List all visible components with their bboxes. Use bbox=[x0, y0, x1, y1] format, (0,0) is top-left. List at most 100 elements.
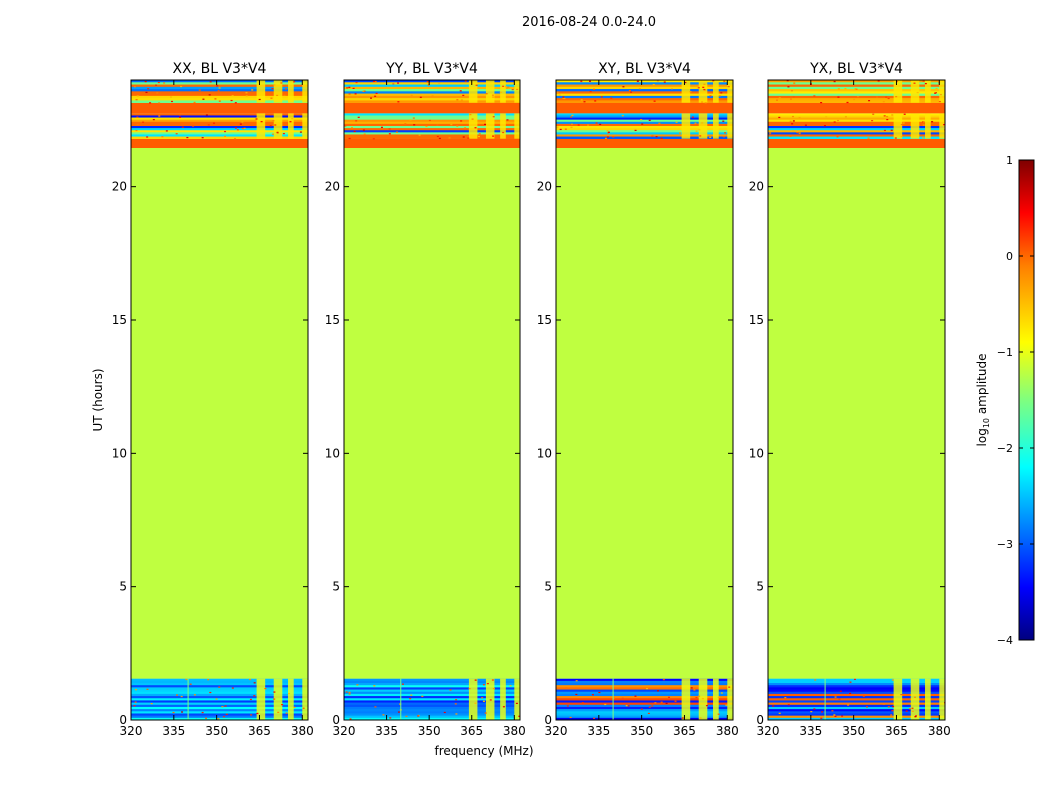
noise-dot bbox=[895, 96, 898, 98]
noise-dot bbox=[792, 120, 795, 122]
noise-streak bbox=[344, 82, 520, 85]
noise-dot bbox=[885, 96, 888, 98]
noise-dot bbox=[583, 101, 586, 103]
noise-dot bbox=[652, 135, 655, 137]
noise-dot bbox=[180, 695, 183, 698]
noise-streak bbox=[768, 709, 945, 712]
noise-dot bbox=[823, 125, 826, 127]
noise-dot bbox=[224, 705, 227, 707]
y-tick-label: 0 bbox=[332, 713, 340, 727]
band-orange-band bbox=[344, 102, 520, 114]
noise-streak bbox=[344, 680, 520, 684]
noise-streak bbox=[768, 132, 945, 135]
noise-dot bbox=[456, 125, 459, 127]
noise-dot bbox=[681, 717, 684, 719]
noise-dot bbox=[410, 94, 413, 97]
panel-image bbox=[768, 80, 945, 720]
noise-streak bbox=[556, 696, 733, 699]
noise-dot bbox=[186, 136, 189, 139]
noise-dot bbox=[836, 136, 839, 138]
noise-dot bbox=[697, 87, 700, 89]
rfi-channel bbox=[727, 113, 733, 139]
noise-dot bbox=[270, 97, 273, 99]
noise-dot bbox=[695, 696, 698, 699]
noise-dot bbox=[231, 94, 234, 97]
x-tick-label: 335 bbox=[375, 724, 398, 738]
noise-dot bbox=[651, 135, 654, 137]
y-tick-label: 5 bbox=[756, 580, 764, 594]
noise-streak bbox=[131, 95, 308, 99]
rfi-channel bbox=[713, 113, 719, 139]
noise-streak bbox=[768, 715, 945, 719]
noise-streak bbox=[556, 100, 733, 103]
noise-dot bbox=[485, 93, 488, 95]
noise-dot bbox=[410, 694, 413, 696]
noise-dot bbox=[833, 121, 836, 123]
noise-streak bbox=[768, 678, 945, 682]
noise-dot bbox=[703, 88, 706, 91]
rfi-channel bbox=[485, 113, 495, 139]
noise-dot bbox=[675, 121, 678, 123]
noise-dot bbox=[562, 97, 565, 99]
noise-dot bbox=[902, 122, 905, 124]
noise-streak bbox=[131, 696, 308, 699]
y-tick-label: 5 bbox=[544, 580, 552, 594]
noise-dot bbox=[438, 82, 441, 84]
noise-dot bbox=[905, 710, 908, 712]
noise-dot bbox=[854, 88, 857, 90]
noise-dot bbox=[175, 694, 178, 696]
y-tick-label: 0 bbox=[119, 713, 127, 727]
noise-streak bbox=[768, 128, 945, 131]
rfi-channel bbox=[256, 678, 266, 720]
noise-streak bbox=[344, 119, 520, 123]
noise-dot bbox=[575, 680, 578, 682]
noise-dot bbox=[225, 713, 228, 715]
y-tick-label: 15 bbox=[749, 313, 764, 327]
noise-streak bbox=[768, 119, 945, 123]
band-flat-fill bbox=[131, 148, 308, 679]
noise-streak bbox=[344, 706, 520, 710]
noise-dot bbox=[212, 122, 215, 124]
noise-dot bbox=[515, 702, 518, 705]
noise-dot bbox=[887, 706, 890, 708]
noise-streak bbox=[344, 93, 520, 97]
noise-dot bbox=[392, 83, 395, 85]
noise-dot bbox=[656, 80, 659, 82]
noise-dot bbox=[580, 80, 583, 82]
noise-dot bbox=[233, 138, 236, 140]
noise-dot bbox=[844, 87, 847, 90]
noise-dot bbox=[209, 691, 212, 694]
noise-dot bbox=[507, 86, 510, 88]
noise-dot bbox=[849, 681, 852, 683]
y-tick-label: 20 bbox=[749, 180, 764, 194]
noise-streak bbox=[344, 700, 520, 703]
noise-dot bbox=[778, 97, 781, 99]
rfi-channel bbox=[925, 678, 931, 720]
noise-dot bbox=[201, 137, 204, 139]
colorbar-label: log10 amplitude bbox=[975, 354, 991, 447]
noise-dot bbox=[698, 129, 701, 131]
noise-dot bbox=[570, 126, 573, 128]
noise-streak bbox=[344, 678, 520, 682]
noise-dot bbox=[718, 95, 721, 97]
noise-dot bbox=[274, 124, 277, 126]
rfi-channel bbox=[514, 80, 520, 103]
noise-dot bbox=[792, 130, 795, 132]
noise-dot bbox=[580, 99, 583, 101]
noise-streak bbox=[344, 685, 520, 688]
noise-dot bbox=[663, 81, 666, 83]
noise-streak bbox=[131, 134, 308, 137]
noise-dot bbox=[587, 124, 590, 126]
panel-image bbox=[344, 80, 520, 720]
noise-dot bbox=[798, 132, 801, 134]
noise-dot bbox=[853, 98, 856, 101]
noise-streak bbox=[131, 136, 308, 139]
noise-streak bbox=[344, 130, 520, 133]
noise-dot bbox=[709, 95, 712, 97]
noise-dot bbox=[372, 138, 375, 140]
noise-dot bbox=[939, 93, 942, 96]
colorbar-label-main: log bbox=[975, 428, 989, 446]
x-tick-label: 365 bbox=[673, 724, 696, 738]
noise-dot bbox=[935, 87, 938, 90]
x-tick-label: 350 bbox=[418, 724, 441, 738]
